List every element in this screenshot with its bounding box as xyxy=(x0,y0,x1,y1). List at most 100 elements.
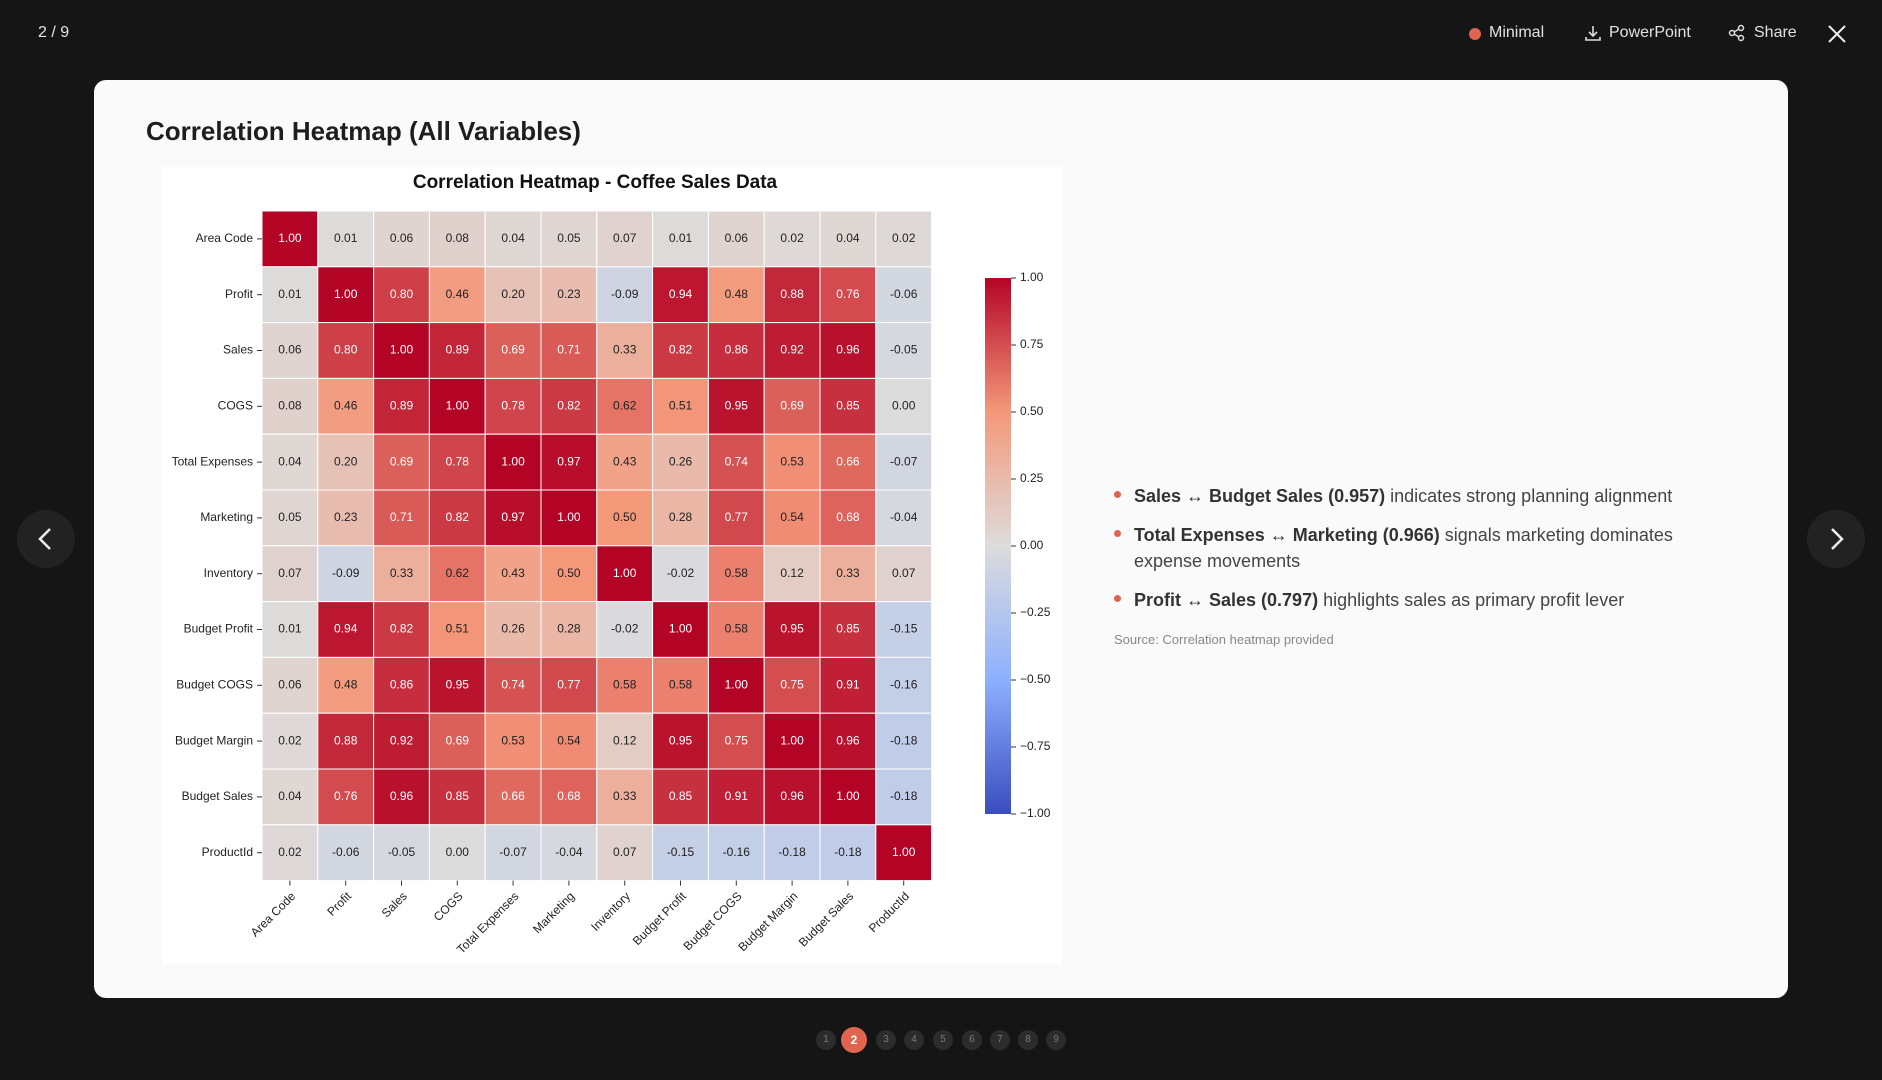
page-dot[interactable]: 3 xyxy=(876,1030,896,1050)
powerpoint-button[interactable]: PowerPoint xyxy=(1609,24,1691,41)
heatmap-cell xyxy=(707,712,765,770)
bullet-bold: Sales ↔ Budget Sales (0.957) xyxy=(1134,486,1386,506)
cell-label: 1.00 xyxy=(725,677,749,691)
cell-label: 0.07 xyxy=(278,566,302,580)
cell-label: 0.82 xyxy=(557,398,581,412)
cell-label: -0.18 xyxy=(890,789,918,803)
cell-label: 0.58 xyxy=(725,566,749,580)
cell-label: -0.16 xyxy=(890,677,918,691)
colorbar-tick-label: 0.75 xyxy=(1020,337,1044,351)
heatmap-cell xyxy=(317,210,375,268)
cell-label: 0.92 xyxy=(390,733,414,747)
colorbar-tick-label: 0.00 xyxy=(1020,538,1044,552)
heatmap-cell xyxy=(373,824,430,882)
heatmap-cell xyxy=(652,210,709,268)
heatmap-cell xyxy=(707,656,765,714)
download-icon xyxy=(1585,26,1601,41)
x-tick-label: Budget Sales xyxy=(796,889,856,949)
heatmap-cell xyxy=(707,489,765,547)
page-dot[interactable]: 9 xyxy=(1046,1030,1066,1050)
heatmap-cell xyxy=(596,433,654,491)
cell-label: 0.07 xyxy=(892,566,916,580)
y-tick-label: Profit xyxy=(225,287,254,301)
colorbar-tick-label: 1.00 xyxy=(1020,270,1044,284)
page-dot[interactable]: 1 xyxy=(816,1030,836,1050)
heatmap-cell xyxy=(540,266,598,324)
cell-label: 0.69 xyxy=(390,454,414,468)
page-dot[interactable]: 6 xyxy=(962,1030,982,1050)
cell-label: -0.02 xyxy=(611,622,639,636)
source-note: Source: Correlation heatmap provided xyxy=(1114,632,1334,647)
heatmap-cell xyxy=(540,433,598,491)
cell-label: 0.51 xyxy=(669,398,693,412)
cell-label: 0.33 xyxy=(613,343,637,357)
bullet-text: highlights sales as primary profit lever xyxy=(1318,590,1625,610)
cell-label: 1.00 xyxy=(557,510,581,524)
heatmap-cell xyxy=(428,768,486,826)
cell-label: 0.00 xyxy=(446,845,470,859)
heatmap-cell xyxy=(373,322,430,379)
page-dot[interactable]: 2 xyxy=(841,1027,867,1053)
heatmap-cell xyxy=(707,768,765,826)
heatmap-cell xyxy=(707,266,765,324)
cell-label: 0.01 xyxy=(334,231,358,245)
share-button[interactable]: Share xyxy=(1754,24,1797,41)
heatmap-cell xyxy=(875,601,933,658)
heatmap-cell xyxy=(317,824,375,882)
bullet-bold: Profit ↔ Sales (0.797) xyxy=(1134,590,1319,610)
cell-label: 0.04 xyxy=(501,231,525,245)
heatmap-cell xyxy=(373,266,430,324)
heatmap-cell xyxy=(484,601,542,658)
cell-label: 0.46 xyxy=(446,287,470,301)
heatmap-cell xyxy=(261,656,319,714)
heatmap-cell xyxy=(707,377,765,435)
y-tick-label: Budget COGS xyxy=(176,677,253,691)
cell-label: 0.75 xyxy=(780,677,804,691)
next-button[interactable] xyxy=(1807,510,1865,568)
heatmap-cell xyxy=(428,824,486,882)
page-dot[interactable]: 7 xyxy=(990,1030,1010,1050)
heatmap-cell xyxy=(540,377,598,435)
cell-label: 0.69 xyxy=(501,343,525,357)
cell-label: 0.00 xyxy=(892,398,916,412)
cell-label: 0.80 xyxy=(334,343,358,357)
minimal-button[interactable]: Minimal xyxy=(1489,24,1545,41)
y-tick-label: Budget Profit xyxy=(184,622,254,636)
heatmap-cell xyxy=(819,601,877,658)
x-tick-label: Profit xyxy=(324,889,354,919)
prev-button[interactable] xyxy=(17,510,75,568)
cell-label: 0.95 xyxy=(725,398,749,412)
y-tick-label: COGS xyxy=(218,398,253,412)
close-button[interactable] xyxy=(1827,24,1847,44)
cell-label: 0.01 xyxy=(278,287,302,301)
heatmap-cell xyxy=(875,377,933,435)
cell-label: 0.97 xyxy=(557,454,581,468)
heatmap-cell xyxy=(875,712,933,770)
cell-label: 0.71 xyxy=(557,343,581,357)
cell-label: 0.76 xyxy=(836,287,860,301)
heatmap-cell xyxy=(819,377,877,435)
heatmap-cell xyxy=(373,768,430,826)
cell-label: 0.77 xyxy=(725,510,749,524)
heatmap-cell xyxy=(484,489,542,547)
page-dot[interactable]: 8 xyxy=(1018,1030,1038,1050)
cell-label: 0.33 xyxy=(613,789,637,803)
cell-label: 0.07 xyxy=(613,231,637,245)
cell-label: 1.00 xyxy=(334,287,358,301)
cell-label: -0.07 xyxy=(499,845,527,859)
cell-label: 0.33 xyxy=(836,566,860,580)
cell-label: -0.04 xyxy=(890,510,918,524)
cell-label: 0.95 xyxy=(780,622,804,636)
y-tick-label: ProductId xyxy=(202,845,253,859)
heatmap-cell xyxy=(596,266,654,324)
cell-label: 0.06 xyxy=(278,677,302,691)
x-tick-label: Sales xyxy=(379,889,410,920)
cell-label: 0.96 xyxy=(836,343,860,357)
cell-label: 0.82 xyxy=(669,343,693,357)
page-dot[interactable]: 4 xyxy=(904,1030,924,1050)
page-dot[interactable]: 5 xyxy=(933,1030,953,1050)
y-tick-label: Sales xyxy=(223,343,253,357)
cell-label: 0.26 xyxy=(501,622,525,636)
cell-label: 0.08 xyxy=(446,231,470,245)
heatmap-cell xyxy=(373,210,430,268)
